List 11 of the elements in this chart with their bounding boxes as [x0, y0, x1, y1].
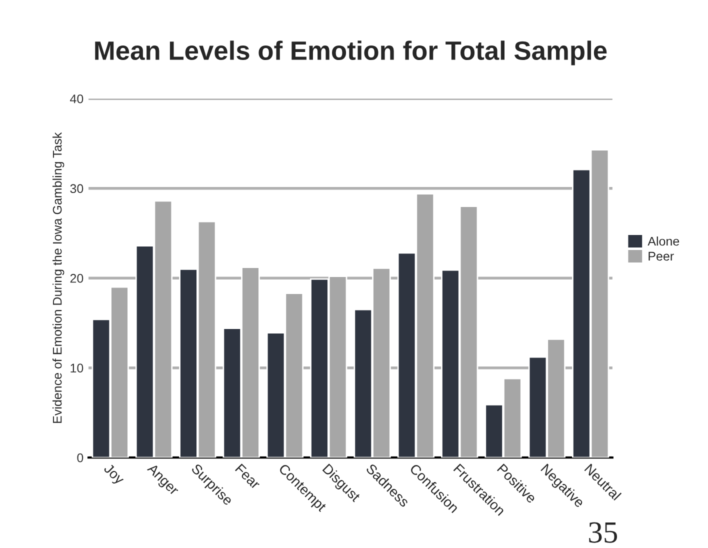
y-tick-label: 30 — [70, 184, 84, 194]
chart-title: Mean Levels of Emotion for Total Sample — [95, 40, 607, 66]
x-tick-label: Joy — [101, 462, 126, 487]
text: 35 — [589, 522, 617, 543]
y-tick-label: 20 — [70, 274, 84, 283]
y-tick-label: 0 — [77, 453, 84, 462]
legend-label: Peer — [648, 252, 674, 261]
legend-label: Alone — [648, 236, 680, 246]
y-axis-title: Evidence of Emotion During the Iowa Gambling Task — [52, 132, 64, 423]
y-tick-label: 40 — [70, 94, 84, 104]
y-tick-label: 10 — [70, 364, 84, 372]
